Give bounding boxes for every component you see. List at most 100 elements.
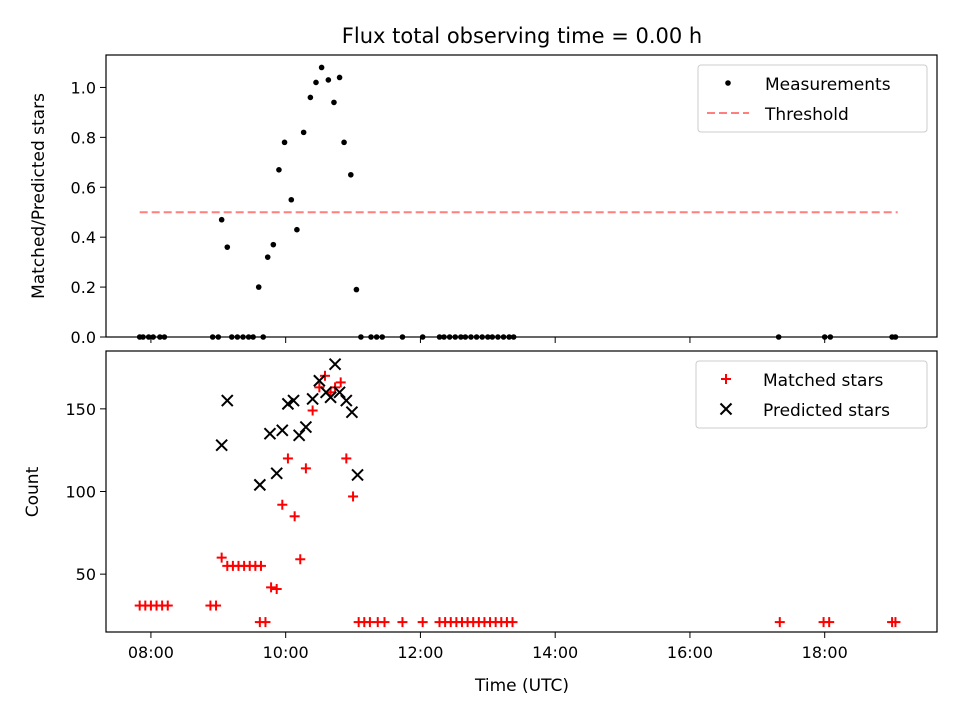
x-tick-label: 10:00 [263,643,309,662]
bottom-y-axis: 50 100 150 [65,400,106,584]
predicted-star-point [351,468,364,482]
predicted-star-point [333,386,346,399]
matched-star-point [379,617,390,628]
cross-stroke-b [253,478,267,492]
matched-star-point [216,552,227,563]
predicted-star-point [263,427,277,440]
cross-stroke-b [281,397,295,411]
measurement-point [318,64,325,71]
top-axes-frame [105,54,938,338]
measurement-point [336,74,343,81]
predicted-star-point [306,392,319,406]
measurement-point [331,99,337,106]
measurement-point [281,139,288,146]
matched-star-point [397,617,408,628]
measurement-point [270,241,277,248]
matched-star-point [307,405,318,416]
legend-matched-label: Matched stars [763,371,883,391]
cross-stroke-b [328,358,342,371]
bottom-legend: Matched stars Predicted stars [695,360,928,429]
measurement-point [348,171,354,178]
y-tick-label: 100 [65,483,96,502]
predicted-star-point [253,478,267,492]
measurement-point [224,244,231,250]
matched-star-point [266,582,277,593]
matched-star-point [341,453,352,464]
bottom-plot-area [105,350,938,633]
matched-star-point [282,453,293,464]
measurement-point [307,94,314,101]
bottom-x-axis-label: Time (UTC) [474,676,569,696]
measurement-point [218,216,225,223]
legend-plus-glyph [721,374,731,384]
legend-cross-glyph [719,402,733,416]
y-tick-label: 0.8 [71,128,96,147]
y-tick-label: 150 [65,400,96,419]
x-tick-label: 16:00 [667,643,713,662]
bottom-x-axis: 08:00 10:00 12:00 14:00 16:00 18:00 [128,632,848,662]
matched-star-point [260,617,271,628]
legend-measurements-marker [725,80,731,86]
legend-matched-marker [721,374,731,384]
matched-star-point [255,560,266,571]
matched-star-point [314,382,325,393]
y-tick-label: 0.6 [71,178,96,197]
cross-stroke-b [299,420,313,434]
matched-star-point [162,600,173,611]
predicted-star-point [299,420,313,434]
measurement-point [255,284,262,290]
measurement-point [325,77,332,83]
top-plot-area [105,54,938,340]
y-tick-label: 1.0 [71,78,96,97]
cross-stroke-b [306,392,319,406]
predicted-star-point [281,397,295,411]
top-y-axis-label: Matched/Predicted stars [29,93,49,299]
measurement-point [341,139,347,146]
predicted-star-point [313,374,326,387]
measurement-point [313,79,319,86]
bottom-y-axis-label: Count [23,466,43,517]
predicted-star-point [345,405,359,419]
predicted-star-point [324,391,337,404]
top-legend-box [697,64,928,133]
matched-star-point [507,617,518,628]
predicted-star-point [292,429,306,442]
predicted-star-point [215,439,228,452]
top-legend: Measurements Threshold [697,64,928,133]
cross-stroke-b [263,427,277,440]
measurement-point [288,196,295,203]
predicted-star-point [221,394,234,407]
measurement-point [264,254,271,260]
cross-stroke-b [719,402,733,416]
y-tick-label: 0.0 [71,328,96,347]
predicted-star-point [328,358,342,371]
matched-star-point [300,463,311,474]
measurement-point [294,226,300,233]
y-tick-label: 0.2 [71,278,96,297]
cross-stroke-b [333,386,346,399]
predicted-star-point [340,394,353,407]
cross-stroke-b [340,394,353,407]
matched-star-point [211,600,222,611]
y-tick-label: 0.4 [71,228,96,247]
matched-star-point [289,511,300,522]
cross-stroke-b [221,394,234,407]
predicted-star-point [276,424,289,437]
measurement-point [276,166,282,173]
cross-stroke-b [292,429,306,442]
matched-star-point [277,499,288,510]
top-y-axis: 0.0 0.2 0.4 0.6 0.8 1.0 [71,78,826,347]
cross-stroke-b [345,405,359,419]
matched-star-point [774,617,785,628]
x-tick-label: 08:00 [128,643,174,662]
matched-star-point [335,377,346,388]
matched-star-point [295,554,306,565]
measurement-point [300,129,307,136]
matched-star-point [271,584,282,595]
cross-stroke-b [313,374,326,387]
y-tick-label: 50 [76,565,96,584]
top-chart-title: Flux total observing time = 0.00 h [342,24,702,48]
predicted-star-point [287,394,300,407]
matched-star-point [348,491,359,502]
